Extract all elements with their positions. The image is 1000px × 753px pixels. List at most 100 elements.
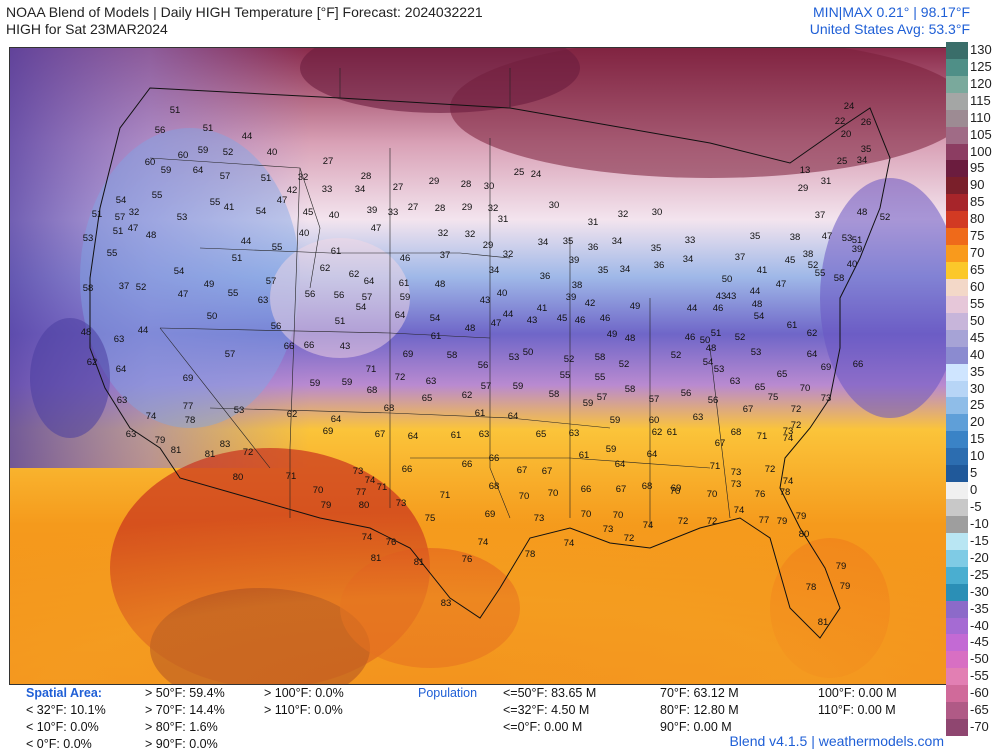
city-temp-value: 36 bbox=[588, 242, 599, 253]
city-temp-value: 61 bbox=[431, 331, 442, 342]
city-temp-value: 63 bbox=[126, 429, 137, 440]
stat-gt50: > 50°F: 59.4% bbox=[145, 686, 225, 700]
city-temp-value: 61 bbox=[451, 430, 462, 441]
city-temp-value: 60 bbox=[649, 415, 660, 426]
city-temp-value: 64 bbox=[395, 310, 406, 321]
city-temp-value: 38 bbox=[572, 280, 583, 291]
colorbar-swatch bbox=[946, 58, 968, 77]
city-temp-value: 57 bbox=[362, 292, 373, 303]
colorbar-label: -65 bbox=[970, 702, 989, 718]
city-temp-value: 56 bbox=[271, 321, 282, 332]
city-temp-value: 64 bbox=[508, 411, 519, 422]
colorbar-swatch bbox=[946, 143, 968, 161]
colorbar-label: 100 bbox=[970, 143, 992, 159]
city-temp-value: 34 bbox=[355, 184, 366, 195]
city-temp-value: 74 bbox=[734, 505, 745, 516]
city-temp-value: 63 bbox=[117, 395, 128, 406]
city-temp-value: 53 bbox=[751, 347, 762, 358]
city-temp-value: 52 bbox=[136, 282, 147, 293]
colorbar-label: 110 bbox=[970, 109, 991, 125]
city-temp-value: 47 bbox=[277, 195, 288, 206]
city-temp-value: 81 bbox=[171, 445, 182, 456]
city-temp-value: 74 bbox=[643, 520, 654, 531]
city-temp-value: 79 bbox=[777, 516, 788, 527]
city-temp-value: 54 bbox=[430, 313, 441, 324]
city-temp-value: 48 bbox=[706, 343, 717, 354]
city-temp-value: 54 bbox=[703, 357, 714, 368]
city-temp-value: 72 bbox=[624, 533, 635, 544]
city-temp-value: 72 bbox=[678, 516, 689, 527]
city-temp-value: 20 bbox=[841, 129, 852, 140]
population-col2: 70°F: 63.12 M 80°F: 12.80 M 90°F: 0.00 M bbox=[660, 685, 739, 736]
city-temp-value: 65 bbox=[536, 429, 547, 440]
city-temp-value: 72 bbox=[765, 464, 776, 475]
city-temp-value: 70 bbox=[670, 486, 681, 497]
city-temp-value: 43 bbox=[480, 295, 491, 306]
city-temp-value: 44 bbox=[138, 325, 149, 336]
city-temp-value: 40 bbox=[267, 147, 278, 158]
city-temp-value: 51 bbox=[113, 226, 124, 237]
city-temp-value: 62 bbox=[320, 263, 331, 274]
temperature-colorbar: 130 125 120 115 110 105 100 95 90 85 80 75 70 65 60 55 5… bbox=[946, 42, 1000, 737]
city-temp-value: 67 bbox=[375, 429, 386, 440]
city-temp-value: 61 bbox=[331, 246, 342, 257]
colorbar-label: 40 bbox=[970, 346, 985, 362]
city-temp-value: 61 bbox=[399, 278, 410, 289]
city-temp-value: 73 bbox=[534, 513, 545, 524]
colorbar-swatch bbox=[946, 668, 968, 686]
colorbar-swatch bbox=[946, 278, 968, 297]
colorbar-label: 120 bbox=[970, 75, 992, 91]
city-temp-value: 54 bbox=[754, 311, 765, 322]
city-temp-value: 72 bbox=[243, 447, 254, 458]
city-temp-value: 54 bbox=[256, 206, 267, 217]
stat-gt80: > 80°F: 1.6% bbox=[145, 720, 218, 734]
city-temp-value: 25 bbox=[837, 156, 848, 167]
colorbar-label: 55 bbox=[970, 295, 985, 311]
city-temp-value: 44 bbox=[242, 131, 253, 142]
city-temp-value: 65 bbox=[422, 393, 433, 404]
city-temp-value: 53 bbox=[714, 364, 725, 375]
colorbar-swatch bbox=[946, 583, 968, 602]
city-temp-value: 37 bbox=[735, 252, 746, 263]
city-temp-value: 47 bbox=[371, 223, 382, 234]
city-temp-value: 56 bbox=[305, 289, 316, 300]
city-temp-value: 73 bbox=[731, 479, 742, 490]
colorbar-label: 30 bbox=[970, 380, 985, 396]
city-temp-value: 73 bbox=[603, 524, 614, 535]
city-temp-value: 77 bbox=[356, 487, 367, 498]
colorbar-label: -35 bbox=[970, 600, 989, 616]
city-temp-value: 69 bbox=[671, 483, 682, 494]
city-temp-value: 59 bbox=[606, 444, 617, 455]
colorbar-swatch bbox=[946, 566, 968, 585]
colorbar-label: 115 bbox=[970, 92, 991, 108]
city-temp-value: 33 bbox=[685, 235, 696, 246]
us-outline bbox=[89, 87, 891, 639]
city-temp-value: 51 bbox=[170, 105, 181, 116]
city-temp-value: 48 bbox=[625, 333, 636, 344]
city-temp-value: 38 bbox=[790, 232, 801, 243]
city-temp-value: 64 bbox=[364, 276, 375, 287]
colorbar-swatch bbox=[946, 75, 968, 94]
city-temp-value: 51 bbox=[261, 173, 272, 184]
city-temp-value: 37 bbox=[815, 210, 826, 221]
city-temp-value: 63 bbox=[426, 376, 437, 387]
city-temp-value: 41 bbox=[757, 265, 768, 276]
city-temp-value: 69 bbox=[323, 426, 334, 437]
city-temp-value: 47 bbox=[491, 318, 502, 329]
city-temp-value: 70 bbox=[613, 510, 624, 521]
colorbar-label: 20 bbox=[970, 414, 985, 430]
city-temp-value: 76 bbox=[386, 537, 397, 548]
city-temp-value: 74 bbox=[478, 537, 489, 548]
stat-gt70: > 70°F: 14.4% bbox=[145, 703, 225, 717]
city-temp-value: 52 bbox=[808, 260, 819, 271]
city-temp-value: 60 bbox=[145, 157, 156, 168]
colorbar-swatch bbox=[946, 295, 968, 314]
colorbar-swatch bbox=[946, 312, 968, 331]
city-temp-value: 47 bbox=[178, 289, 189, 300]
colorbar-label: -40 bbox=[970, 617, 989, 633]
city-temp-value: 71 bbox=[440, 490, 451, 501]
colorbar-label: -5 bbox=[970, 499, 982, 515]
city-temp-value: 71 bbox=[377, 482, 388, 493]
city-temp-value: 28 bbox=[361, 171, 372, 182]
city-temp-value: 62 bbox=[287, 409, 298, 420]
